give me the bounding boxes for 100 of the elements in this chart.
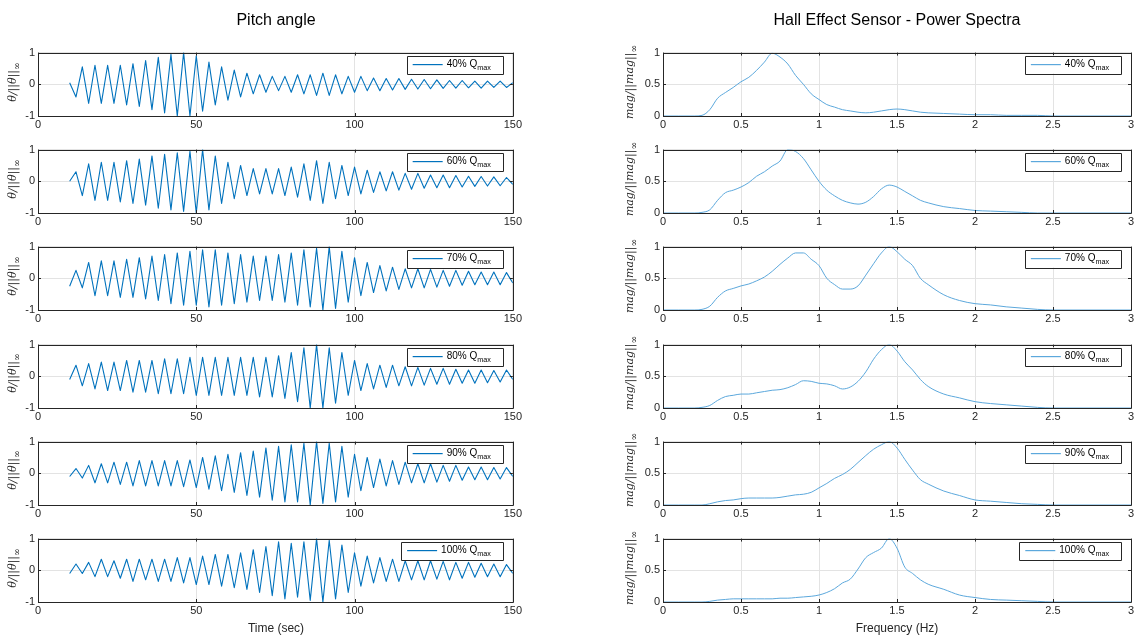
y-tick-label: 0.5 bbox=[644, 174, 660, 187]
y-tick-label: 0 bbox=[653, 109, 660, 122]
x-tick-label: 0.5 bbox=[733, 312, 749, 325]
x-tick-label: 2 bbox=[971, 214, 979, 227]
y-tick-label: 0.5 bbox=[644, 368, 660, 381]
x-tick-label: 50 bbox=[190, 409, 203, 422]
x-tick-label: 3 bbox=[1127, 312, 1135, 325]
x-tick-label: 1.5 bbox=[889, 409, 905, 422]
x-tick-label: 1 bbox=[815, 214, 823, 227]
x-tick-label: 100 bbox=[345, 214, 364, 227]
x-tick-label: 100 bbox=[345, 409, 364, 422]
y-tick-label: -1 bbox=[25, 206, 35, 219]
x-tick-label: 2.5 bbox=[1045, 603, 1061, 616]
x-tick-label: 2 bbox=[971, 312, 979, 325]
line-series bbox=[663, 441, 1131, 505]
x-tick-label: 3 bbox=[1127, 603, 1135, 616]
chart-title: Pitch angle bbox=[236, 11, 316, 29]
x-tick-label: 2 bbox=[971, 603, 979, 616]
x-tick-label: 1 bbox=[815, 312, 823, 325]
y-tick-label: 1 bbox=[653, 531, 660, 544]
x-tick-label: 150 bbox=[503, 603, 522, 616]
x-tick-label: 1 bbox=[815, 603, 823, 616]
x-tick-label: 0.5 bbox=[733, 409, 749, 422]
x-tick-label: 150 bbox=[503, 312, 522, 325]
x-tick-label: 3 bbox=[1127, 214, 1135, 227]
x-tick-label: 150 bbox=[503, 214, 522, 227]
y-tick-label: 1 bbox=[653, 240, 660, 253]
x-tick-label: 2.5 bbox=[1045, 506, 1061, 519]
x-tick-label: 1.5 bbox=[889, 603, 905, 616]
y-tick-label: 0 bbox=[28, 466, 35, 479]
x-tick-label: 0.5 bbox=[733, 506, 749, 519]
x-tick-label: 2.5 bbox=[1045, 117, 1061, 130]
x-tick-label: 100 bbox=[345, 312, 364, 325]
x-tick-label: 50 bbox=[190, 117, 203, 130]
x-tick-label: 1 bbox=[815, 506, 823, 519]
y-tick-label: 1 bbox=[28, 240, 35, 253]
line-series bbox=[663, 149, 1131, 214]
x-tick-label: 150 bbox=[503, 409, 522, 422]
y-tick-label: -1 bbox=[25, 400, 35, 413]
y-tick-label: -1 bbox=[25, 595, 35, 608]
y-tick-label: 0 bbox=[28, 368, 35, 381]
x-tick-label: 1.5 bbox=[889, 117, 905, 130]
y-tick-label: 1 bbox=[653, 142, 660, 155]
x-tick-label: 50 bbox=[190, 506, 203, 519]
x-tick-label: 50 bbox=[190, 603, 203, 616]
line-series bbox=[663, 344, 1131, 408]
y-tick-label: 1 bbox=[653, 45, 660, 58]
y-tick-label: 1 bbox=[28, 434, 35, 447]
x-tick-label: 50 bbox=[190, 312, 203, 325]
x-tick-label: 1.5 bbox=[889, 506, 905, 519]
y-tick-label: 1 bbox=[653, 434, 660, 447]
y-tick-label: 1 bbox=[28, 45, 35, 58]
x-tick-label: 0.5 bbox=[733, 603, 749, 616]
x-tick-label: 2.5 bbox=[1045, 312, 1061, 325]
x-axis-title: Frequency (Hz) bbox=[855, 621, 939, 635]
y-tick-label: 0 bbox=[653, 206, 660, 219]
y-tick-label: 0.5 bbox=[644, 77, 660, 90]
y-tick-label: -1 bbox=[25, 303, 35, 316]
y-tick-label: 1 bbox=[28, 531, 35, 544]
y-tick-label: 1 bbox=[28, 142, 35, 155]
x-tick-label: 1 bbox=[815, 117, 823, 130]
x-tick-label: 150 bbox=[503, 506, 522, 519]
line-series bbox=[663, 52, 1131, 116]
x-tick-label: 100 bbox=[345, 506, 364, 519]
y-tick-label: 0 bbox=[28, 271, 35, 284]
y-tick-label: 0.5 bbox=[644, 271, 660, 284]
x-tick-label: 1.5 bbox=[889, 214, 905, 227]
y-tick-label: 1 bbox=[653, 337, 660, 350]
x-tick-label: 100 bbox=[345, 603, 364, 616]
x-tick-label: 0.5 bbox=[733, 214, 749, 227]
y-tick-label: 0 bbox=[28, 563, 35, 576]
x-tick-label: 1.5 bbox=[889, 312, 905, 325]
x-tick-label: 100 bbox=[345, 117, 364, 130]
x-tick-label: 2 bbox=[971, 506, 979, 519]
y-tick-label: -1 bbox=[25, 497, 35, 510]
y-tick-label: 0 bbox=[28, 174, 35, 187]
y-tick-label: 0.5 bbox=[644, 466, 660, 479]
x-tick-label: 3 bbox=[1127, 409, 1135, 422]
line-series bbox=[663, 538, 1131, 602]
x-tick-label: 50 bbox=[190, 214, 203, 227]
y-tick-label: 0.5 bbox=[644, 563, 660, 576]
x-tick-label: 0.5 bbox=[733, 117, 749, 130]
x-tick-label: 3 bbox=[1127, 506, 1135, 519]
y-tick-label: -1 bbox=[25, 109, 35, 122]
y-tick-label: 0 bbox=[653, 303, 660, 316]
y-tick-label: 0 bbox=[653, 497, 660, 510]
y-tick-label: 0 bbox=[653, 400, 660, 413]
x-tick-label: 3 bbox=[1127, 117, 1135, 130]
x-tick-label: 150 bbox=[503, 117, 522, 130]
x-tick-label: 1 bbox=[815, 409, 823, 422]
x-tick-label: 2.5 bbox=[1045, 409, 1061, 422]
y-tick-label: 0 bbox=[28, 77, 35, 90]
x-axis-title: Time (sec) bbox=[247, 621, 305, 635]
y-tick-label: 1 bbox=[28, 337, 35, 350]
x-tick-label: 2 bbox=[971, 117, 979, 130]
x-tick-label: 2.5 bbox=[1045, 214, 1061, 227]
y-tick-label: 0 bbox=[653, 595, 660, 608]
x-tick-label: 2 bbox=[971, 409, 979, 422]
chart-title: Hall Effect Sensor - Power Spectra bbox=[773, 11, 1021, 29]
line-series bbox=[663, 246, 1131, 311]
